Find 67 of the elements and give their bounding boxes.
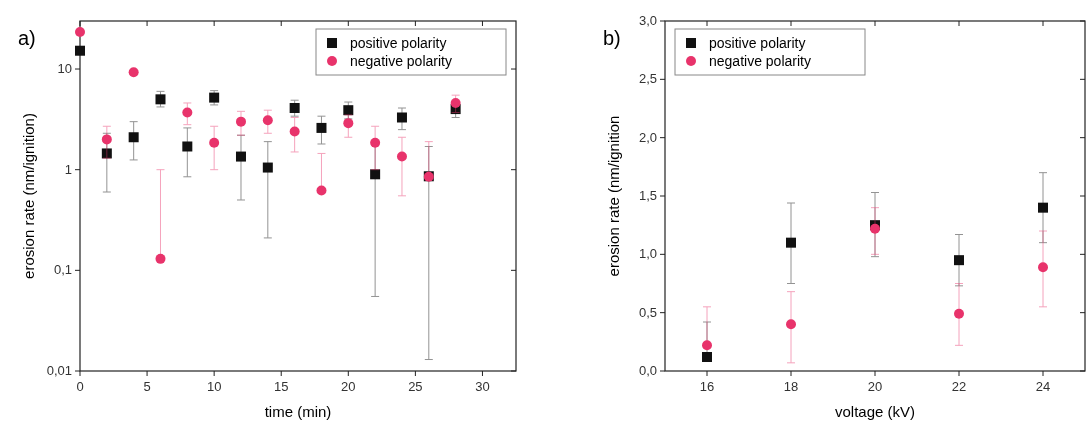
point (343, 118, 354, 129)
x-tick-label: 15 (274, 379, 289, 394)
point (702, 352, 712, 362)
x-tick-label: 10 (206, 379, 222, 394)
legend-label: negative polarity (709, 53, 811, 69)
point (396, 151, 407, 162)
legend-label: positive polarity (350, 35, 447, 51)
point (182, 141, 193, 152)
point (1038, 202, 1048, 213)
point (316, 185, 327, 196)
point (262, 115, 273, 126)
y-tick-label: 0,5 (638, 304, 657, 320)
point (702, 340, 712, 351)
point (128, 132, 139, 143)
point (289, 103, 300, 113)
point (128, 67, 139, 78)
point (101, 134, 112, 145)
point (235, 151, 246, 162)
x-axis-title: time (min) (264, 403, 332, 420)
point (954, 308, 964, 319)
y-tick-label: 0,01 (46, 363, 72, 378)
y-axis-title: erosion rate (nm/ignition) (20, 113, 37, 279)
point (1038, 262, 1048, 273)
point (262, 162, 273, 173)
y-axis-title: erosion rate (nm/ignition (605, 115, 622, 277)
point (370, 169, 381, 180)
point (370, 137, 381, 148)
x-tick-label: 22 (951, 379, 967, 394)
x-tick-label: 5 (143, 379, 151, 394)
point (235, 116, 246, 127)
y-tick-label: 0,1 (53, 262, 72, 278)
y-tick-label: 1,5 (638, 188, 657, 203)
x-tick-label: 20 (867, 379, 883, 394)
legend-label: positive polarity (709, 35, 806, 51)
point (155, 94, 166, 105)
text: a) (18, 27, 36, 49)
x-tick-label: 16 (699, 379, 715, 394)
legend-label: negative polarity (350, 53, 452, 69)
point (75, 27, 85, 38)
point (786, 319, 796, 330)
point (343, 105, 354, 116)
point (155, 253, 166, 264)
x-tick-label: 30 (475, 379, 490, 394)
point (450, 97, 461, 108)
x-axis-title: voltage (kV) (834, 403, 916, 420)
point (316, 122, 327, 133)
x-tick-label: 25 (408, 379, 423, 394)
point (954, 255, 964, 266)
point (101, 148, 112, 159)
x-tick-label: 0 (76, 379, 84, 394)
point (289, 126, 300, 137)
point (75, 45, 85, 56)
point (209, 137, 220, 148)
y-tick-label: 0,0 (638, 363, 657, 378)
text: b) (603, 27, 621, 49)
y-tick-label: 10 (57, 61, 72, 77)
y-tick-label: 1,0 (638, 246, 657, 262)
point (182, 107, 193, 118)
y-tick-label: 3,0 (638, 13, 657, 28)
x-tick-label: 20 (341, 379, 356, 394)
y-tick-label: 2,5 (638, 71, 657, 87)
y-tick-label: 1 (64, 161, 72, 177)
y-tick-label: 2,0 (638, 129, 657, 145)
x-tick-label: 24 (1035, 379, 1051, 394)
point (396, 112, 407, 123)
point (786, 237, 796, 248)
x-tick-label: 18 (783, 379, 799, 394)
